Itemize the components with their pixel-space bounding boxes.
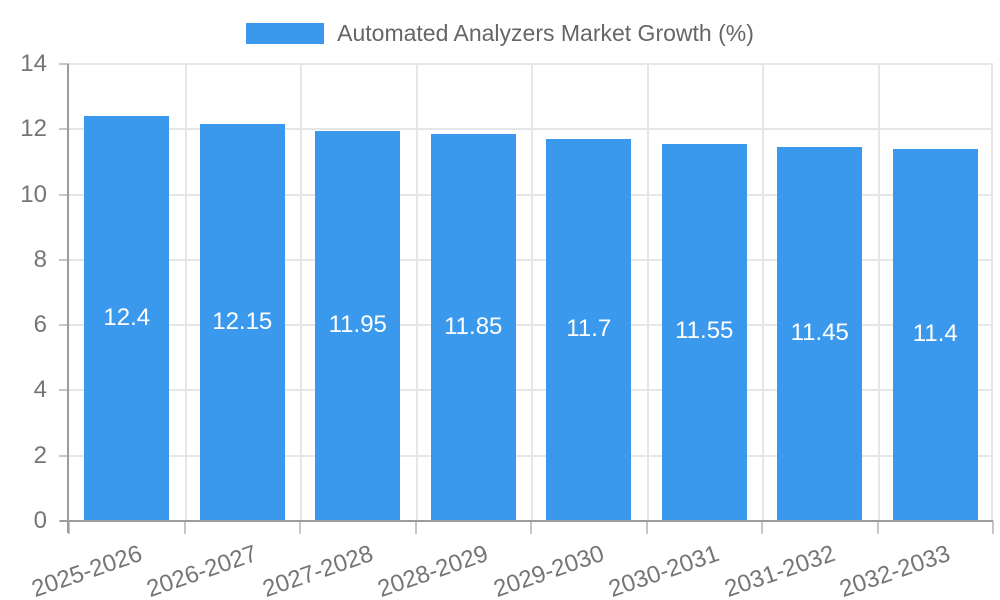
gridline-vertical: [991, 64, 993, 521]
x-tick-label: 2030-2031: [605, 540, 724, 600]
x-axis-tick: [645, 521, 648, 534]
y-axis-tick: [59, 63, 69, 65]
bar-value-label: 11.45: [790, 319, 849, 347]
bar-value-label: 11.4: [912, 319, 958, 347]
bar[interactable]: [315, 130, 401, 521]
y-axis-tick: [59, 128, 69, 131]
bar-value-label: 11.55: [675, 317, 734, 345]
y-axis-labels: 0 2 4 6 8 10 12 14: [0, 50, 47, 534]
bar-value-label: 12.15: [212, 307, 273, 335]
x-axis-tick: [183, 521, 186, 534]
x-tick-label: 2027-2028: [259, 540, 377, 600]
x-tick-label: 2029-2030: [490, 540, 608, 600]
x-axis-tick: [530, 521, 532, 534]
gridline-vertical: [762, 64, 764, 521]
y-tick-label: 4: [33, 376, 47, 404]
bar[interactable]: [430, 134, 516, 521]
gridline-vertical: [646, 64, 649, 521]
x-tick-label: 2031-2032: [721, 540, 839, 600]
x-tick-label: 2032-2033: [836, 540, 955, 600]
bar[interactable]: [661, 143, 747, 521]
legend[interactable]: Automated Analyzers Market Growth (%): [0, 20, 1000, 47]
bar-value-label: 11.85: [444, 312, 503, 340]
x-axis-tick: [876, 521, 879, 534]
gridline-vertical: [184, 64, 187, 521]
bar[interactable]: [777, 147, 863, 521]
x-axis-tick: [992, 521, 994, 534]
y-axis-tick: [59, 193, 69, 196]
y-axis-tick: [59, 389, 69, 392]
x-tick-label: 2028-2029: [374, 540, 493, 600]
y-tick-label: 10: [20, 180, 47, 208]
y-tick-label: 14: [20, 50, 47, 77]
x-axis-tick: [68, 521, 70, 534]
y-axis-line: [67, 64, 69, 533]
bar[interactable]: [546, 139, 632, 521]
gridline-vertical: [415, 64, 418, 521]
bar[interactable]: [84, 116, 170, 521]
y-tick-label: 12: [20, 115, 47, 143]
y-axis-tick: [59, 324, 69, 327]
gridline-vertical: [877, 64, 880, 521]
y-tick-label: 2: [33, 441, 47, 469]
bar-value-label: 11.7: [566, 315, 612, 343]
legend-label: Automated Analyzers Market Growth (%): [337, 20, 754, 46]
plot-area: 12.4 12.15 11.95 11.85 11.7 11.55 11.45 11.4: [59, 63, 994, 534]
y-tick-label: 8: [33, 245, 47, 273]
y-tick-label: 0: [33, 507, 47, 534]
x-axis-line: [60, 520, 993, 522]
legend-swatch: [246, 23, 325, 44]
y-axis-tick: [59, 258, 69, 261]
y-tick-label: 6: [33, 311, 47, 339]
x-tick-label: 2026-2027: [143, 540, 262, 600]
x-axis-tick: [299, 521, 301, 534]
x-tick-label: 2025-2026: [28, 540, 146, 600]
bar-value-label: 11.95: [328, 310, 387, 338]
gridline-vertical: [531, 64, 533, 521]
y-axis-tick: [59, 454, 69, 457]
x-axis-tick: [414, 521, 417, 534]
x-axis-tick: [761, 521, 763, 534]
bar-value-label: 12.4: [103, 303, 151, 331]
gridline-vertical: [300, 64, 302, 521]
bar[interactable]: [892, 148, 978, 521]
x-axis-labels: 2025-2026 2026-2027 2027-2028 2028-2029 2029…: [28, 526, 993, 600]
bar[interactable]: [199, 124, 285, 521]
